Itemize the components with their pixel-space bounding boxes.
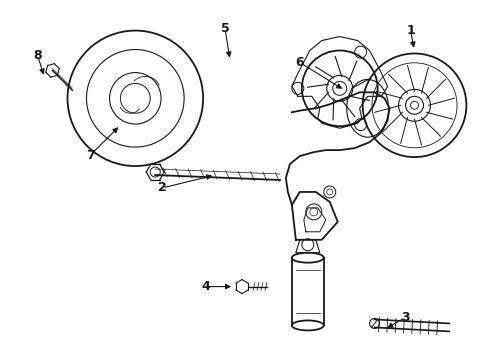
Text: 5: 5 bbox=[220, 22, 229, 35]
Text: 1: 1 bbox=[406, 24, 414, 37]
Text: 6: 6 bbox=[295, 56, 304, 69]
Text: 2: 2 bbox=[158, 181, 166, 194]
Text: 7: 7 bbox=[86, 149, 95, 162]
Text: 3: 3 bbox=[401, 311, 409, 324]
Text: 4: 4 bbox=[202, 280, 210, 293]
Text: 8: 8 bbox=[33, 49, 42, 62]
